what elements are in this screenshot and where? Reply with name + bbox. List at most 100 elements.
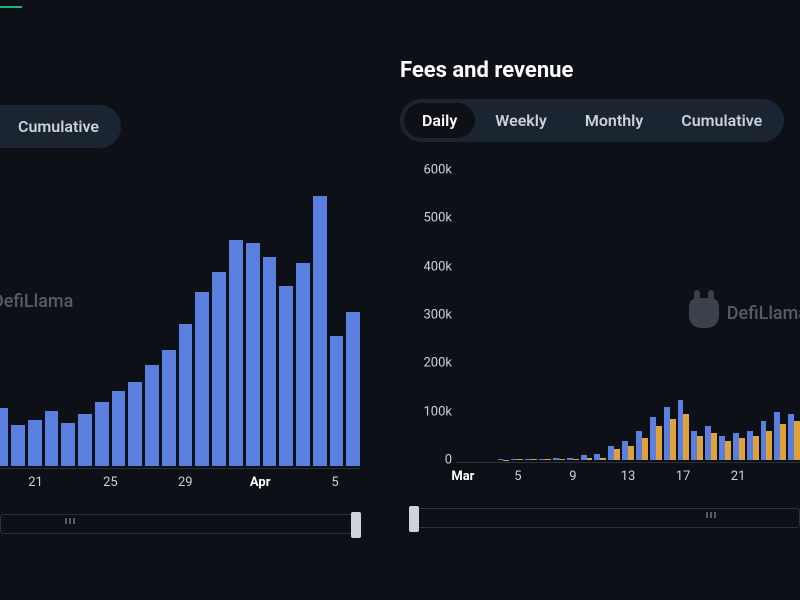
- tab-monthly[interactable]: Monthly: [567, 103, 661, 138]
- y-tick: 400k: [408, 259, 452, 274]
- bar-series-b: [683, 414, 689, 460]
- bar: [330, 336, 344, 467]
- y-tick: 300k: [408, 308, 452, 323]
- bar-series-b: [780, 424, 786, 460]
- bar-group: [664, 170, 676, 460]
- bar: [61, 423, 75, 467]
- scrubber-mark: [65, 518, 67, 524]
- bar: [296, 263, 310, 466]
- x-tick: 13: [621, 469, 636, 484]
- bar-series-b: [670, 419, 676, 460]
- y-tick: 200k: [408, 356, 452, 371]
- tab-cumulative-left[interactable]: Cumulative: [0, 109, 117, 144]
- right-x-axis: Mar59131721: [456, 462, 800, 490]
- bar-group: [636, 170, 648, 460]
- left-x-axis: 17212529Apr5: [0, 468, 360, 496]
- bar-group: [511, 170, 523, 460]
- bar-series-b: [628, 446, 634, 460]
- bar-series-b: [739, 438, 745, 460]
- bar-group: [719, 170, 731, 460]
- bar-series-b: [573, 459, 579, 460]
- y-tick: 500k: [408, 211, 452, 226]
- bar-group: [525, 170, 537, 460]
- scrubber-mark: [714, 512, 716, 518]
- bar-group: [553, 170, 565, 460]
- right-chart: 600k500k400k300k200k100k0 DefiLlama Mar5…: [400, 170, 800, 490]
- bar: [162, 350, 176, 466]
- bar: [145, 365, 159, 467]
- bar-group: [761, 170, 773, 460]
- bar: [346, 312, 360, 466]
- bar-group: [650, 170, 662, 460]
- bar-series-b: [614, 449, 620, 460]
- bar: [195, 292, 209, 466]
- bar-group: [788, 170, 800, 460]
- bar: [45, 411, 59, 466]
- bar-group: [691, 170, 703, 460]
- right-panel: Fees and revenue DailyWeeklyMonthlyCumul…: [370, 0, 800, 600]
- bar: [128, 382, 142, 466]
- bar-group: [484, 170, 496, 460]
- bar: [28, 420, 42, 466]
- x-tick: 9: [569, 469, 576, 484]
- left-bars: [0, 176, 360, 466]
- scrubber-mark: [73, 518, 75, 524]
- x-tick: 17: [676, 469, 691, 484]
- bar: [279, 286, 293, 466]
- left-scrubber[interactable]: [0, 514, 360, 534]
- bar: [78, 414, 92, 466]
- bar-series-b: [559, 459, 565, 460]
- left-chart: DefiLlama 17212529Apr5: [0, 176, 370, 496]
- bar-series-b: [697, 436, 703, 460]
- right-scrubber[interactable]: [410, 508, 800, 528]
- bar-group: [456, 170, 468, 460]
- tab-daily[interactable]: Daily: [404, 103, 475, 138]
- x-tick: 21: [731, 469, 746, 484]
- tab-weekly[interactable]: Weekly: [477, 103, 565, 138]
- bar: [179, 324, 193, 466]
- scrubber-mark: [710, 512, 712, 518]
- right-y-axis: 600k500k400k300k200k100k0: [410, 170, 454, 460]
- x-tick: 5: [331, 475, 338, 490]
- y-tick: 0: [408, 453, 452, 468]
- bar-series-b: [600, 458, 606, 460]
- x-tick: Mar: [451, 469, 474, 484]
- bar: [212, 272, 226, 466]
- bar-group: [705, 170, 717, 460]
- bar-group: [470, 170, 482, 460]
- bar: [112, 391, 126, 466]
- bar: [246, 243, 260, 466]
- right-tab-group: DailyWeeklyMonthlyCumulative: [400, 99, 784, 142]
- y-tick: 600k: [408, 163, 452, 178]
- bar-group: [567, 170, 579, 460]
- scrubber-mark: [69, 518, 71, 524]
- tab-cumulative[interactable]: Cumulative: [663, 103, 780, 138]
- x-tick: 25: [103, 475, 118, 490]
- bar-series-b: [545, 459, 551, 460]
- bar-group: [622, 170, 634, 460]
- y-tick: 100k: [408, 404, 452, 419]
- bar-series-b: [531, 459, 537, 460]
- bar-group: [581, 170, 593, 460]
- bar-series-b: [711, 433, 717, 460]
- bar-group: [733, 170, 745, 460]
- bar-series-b: [517, 459, 523, 460]
- bar-group: [774, 170, 786, 460]
- bar-series-b: [587, 458, 593, 460]
- bar: [263, 257, 277, 466]
- bar-group: [594, 170, 606, 460]
- scrubber-handle-right[interactable]: [351, 512, 361, 538]
- x-tick: Apr: [250, 475, 271, 490]
- scrubber-handle-left[interactable]: [409, 506, 419, 532]
- section-title: Fees and revenue: [400, 58, 800, 83]
- bar-series-b: [753, 436, 759, 460]
- bar-group: [498, 170, 510, 460]
- bar: [0, 408, 8, 466]
- bar-group: [608, 170, 620, 460]
- bar: [95, 402, 109, 466]
- left-tab-group: Cumulative: [0, 105, 121, 148]
- x-tick: 29: [178, 475, 193, 490]
- bar-series-b: [725, 441, 731, 460]
- x-tick: 5: [514, 469, 521, 484]
- bar-series-b: [642, 438, 648, 460]
